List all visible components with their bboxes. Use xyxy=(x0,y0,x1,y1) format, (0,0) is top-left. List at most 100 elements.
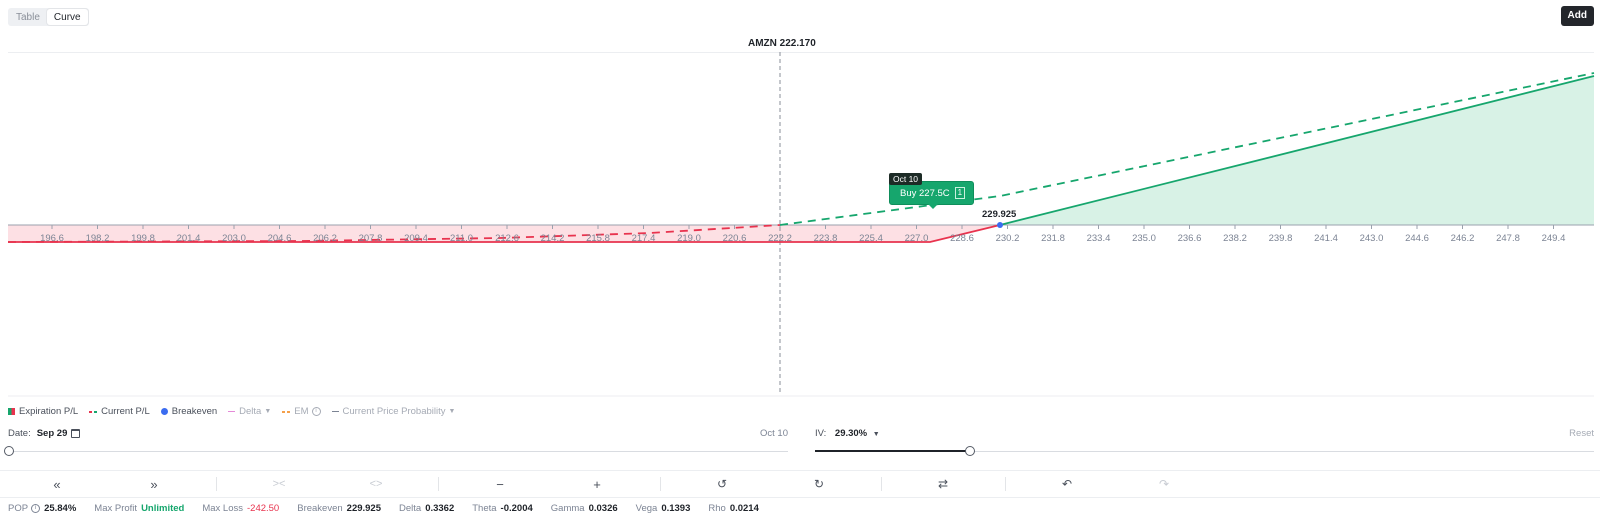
tick-label: 196.6 xyxy=(40,233,64,244)
chart-toolbar: « » >< <> − + ↺ ↻ ⇄ ↶ ↷ xyxy=(0,470,1600,496)
tick-label: 235.0 xyxy=(1132,233,1156,244)
chart-legend: Expiration P/L Current P/L Breakeven Del… xyxy=(8,406,466,417)
tick-label: 204.6 xyxy=(267,233,292,244)
expiration-pl-profit-line xyxy=(999,75,1595,226)
breakeven-label: 229.925 xyxy=(982,209,1017,220)
redo-icon[interactable]: ↷ xyxy=(1158,477,1170,491)
stat-value: 0.1393 xyxy=(661,503,691,514)
legend-label: Expiration P/L xyxy=(19,406,79,417)
tick-label: 207.8 xyxy=(358,233,383,244)
stat-value: 0.3362 xyxy=(425,503,455,514)
stat-label: Delta xyxy=(399,503,422,514)
tick-label: 215.8 xyxy=(586,233,610,244)
tick-label: 211.0 xyxy=(449,233,474,244)
info-icon[interactable]: i xyxy=(311,407,321,416)
tick-label: 209.4 xyxy=(404,233,428,244)
date-slider-track[interactable] xyxy=(8,451,788,452)
stat-label: Max Profit xyxy=(94,503,138,514)
iv-label: IV: xyxy=(815,428,827,439)
expand-range-icon[interactable]: <> xyxy=(369,478,383,490)
stat-value: 0.0214 xyxy=(729,503,759,514)
tab-table[interactable]: Table xyxy=(16,12,40,23)
breakeven-dot-icon xyxy=(160,408,168,415)
legend-current-price-probability[interactable]: Current Price Probability ▼ xyxy=(331,406,456,417)
reset-button[interactable]: Reset xyxy=(1569,428,1594,439)
legend-label: Current P/L xyxy=(101,406,150,417)
chevron-down-icon: ▼ xyxy=(264,408,272,415)
tick-label: 219.0 xyxy=(677,233,701,244)
shift-right-icon[interactable]: » xyxy=(150,476,158,492)
info-icon[interactable]: i xyxy=(31,504,41,513)
em-line-icon xyxy=(282,410,291,413)
zoom-in-icon[interactable]: + xyxy=(593,476,601,492)
expiration-swatch-icon xyxy=(8,408,15,415)
tick-label: 243.0 xyxy=(1359,233,1384,244)
zoom-out-icon[interactable]: − xyxy=(496,476,504,492)
current-pl-loss-line xyxy=(7,224,781,243)
collapse-range-icon[interactable]: >< xyxy=(272,478,286,490)
legend-breakeven[interactable]: Breakeven xyxy=(160,406,217,417)
stat-max-loss: Max Loss -242.50 xyxy=(202,503,279,514)
legend-delta[interactable]: Delta ▼ xyxy=(228,406,271,417)
iv-slider-knob[interactable] xyxy=(965,446,975,456)
tick-label: 239.8 xyxy=(1268,233,1293,244)
tick-label: 244.6 xyxy=(1405,233,1429,244)
date-slider-knob[interactable] xyxy=(4,446,14,456)
tick-label: 225.4 xyxy=(859,233,883,244)
iv-slider-track[interactable] xyxy=(815,451,1594,452)
current-pl-profit-line xyxy=(779,72,1595,226)
legend-label: Current Price Probability xyxy=(342,406,446,417)
stat-value: 229.925 xyxy=(346,503,381,514)
legend-label: Delta xyxy=(239,406,262,417)
tick-label: 227.0 xyxy=(904,233,929,244)
tick-label: 199.8 xyxy=(131,233,155,244)
view-toggle: Table Curve xyxy=(8,8,89,26)
stat-delta: Delta 0.3362 xyxy=(399,503,454,514)
stats-divider xyxy=(0,497,1600,498)
time-forward-icon[interactable]: ↻ xyxy=(813,477,825,491)
tick-label: 249.4 xyxy=(1541,233,1566,244)
toolbar-divider xyxy=(881,477,882,491)
time-back-icon[interactable]: ↺ xyxy=(716,477,728,491)
chevron-down-icon: ▼ xyxy=(448,408,456,415)
leg-tooltip[interactable]: Buy 227.5C 1 xyxy=(889,181,974,209)
stat-value: Unlimited xyxy=(141,503,185,514)
x-axis-ticks xyxy=(51,225,1554,229)
legend-em[interactable]: EM i xyxy=(282,406,321,417)
chart-top-divider xyxy=(8,52,1594,53)
stat-label: Gamma xyxy=(550,503,585,514)
stat-theta: Theta -0.2004 xyxy=(472,503,533,514)
swap-icon[interactable]: ⇄ xyxy=(937,477,949,491)
stat-pop: POP i 25.84% xyxy=(8,503,76,514)
chevron-down-icon[interactable]: ▼ xyxy=(872,431,880,438)
legend-current-pl[interactable]: Current P/L xyxy=(89,406,150,417)
tick-label: 212.6 xyxy=(495,233,519,244)
tab-curve[interactable]: Curve xyxy=(46,9,88,25)
iv-slider-fill xyxy=(815,450,970,452)
tick-label: 203.0 xyxy=(222,233,246,244)
leg-qty: 1 xyxy=(954,187,966,199)
toolbar-divider xyxy=(1005,477,1006,491)
legend-expiration-pl[interactable]: Expiration P/L xyxy=(8,406,78,417)
probability-line-icon xyxy=(331,410,339,413)
tick-label: 222.2 xyxy=(768,233,792,244)
date-value[interactable]: Sep 29 xyxy=(36,428,68,439)
stat-value: 0.0326 xyxy=(588,503,618,514)
iv-value[interactable]: 29.30% xyxy=(834,428,868,439)
date-end-label: Oct 10 xyxy=(760,428,788,439)
calendar-icon[interactable] xyxy=(71,429,81,438)
tick-label: 220.6 xyxy=(722,233,747,244)
breakeven-marker[interactable] xyxy=(997,222,1003,228)
stat-label: Theta xyxy=(472,503,497,514)
stat-gamma: Gamma 0.0326 xyxy=(551,503,618,514)
add-button[interactable]: Add xyxy=(1560,6,1594,26)
tick-label: 217.4 xyxy=(631,233,656,244)
undo-icon[interactable]: ↶ xyxy=(1061,477,1073,491)
tick-label: 206.2 xyxy=(313,233,337,244)
stat-vega: Vega 0.1393 xyxy=(636,503,691,514)
stat-breakeven: Breakeven 229.925 xyxy=(297,503,381,514)
toolbar-divider xyxy=(438,477,439,491)
shift-left-icon[interactable]: « xyxy=(53,476,61,492)
tick-label: 241.4 xyxy=(1314,233,1338,244)
pl-chart[interactable]: AMZN 222.170 Buy 227.5C 1 Oct 10 229.925 … xyxy=(0,0,1600,400)
